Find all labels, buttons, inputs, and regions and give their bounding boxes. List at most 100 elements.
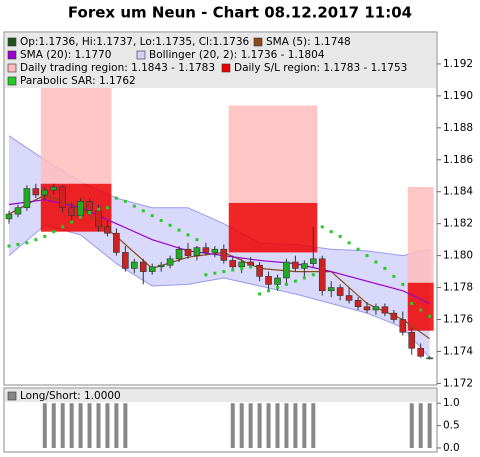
- sar-dot: [428, 314, 432, 318]
- sar-dot: [410, 302, 414, 306]
- long-short-bar: [105, 403, 110, 448]
- sar-dot: [52, 230, 56, 234]
- legend-label: Long/Short: 1.0000: [20, 390, 121, 402]
- long-short-bar: [96, 403, 101, 448]
- candle-body: [211, 248, 219, 253]
- sar-dot: [132, 204, 136, 208]
- candle-body: [283, 261, 290, 279]
- sar-dot: [338, 234, 342, 238]
- candle-body: [148, 266, 156, 272]
- long-short-bar: [311, 403, 316, 448]
- long-short-bar: [248, 403, 253, 448]
- candle-body: [381, 306, 389, 314]
- sar-dot: [258, 292, 262, 296]
- long-short-bar: [87, 403, 92, 448]
- candle-body: [175, 248, 183, 260]
- sar-dot: [365, 254, 369, 258]
- sar-dot: [88, 210, 92, 214]
- long-short-bar: [78, 403, 83, 448]
- sar-dot: [7, 244, 11, 248]
- candle-body: [336, 287, 344, 296]
- sar-dot: [123, 199, 127, 203]
- sar-dot: [177, 228, 181, 232]
- candle-body: [131, 261, 138, 269]
- long-short-bar: [257, 403, 262, 448]
- candle-body: [104, 226, 111, 234]
- legend-swatch: [7, 50, 17, 60]
- candle-body: [238, 261, 245, 268]
- sar-dot: [249, 265, 253, 269]
- legend-swatch: [7, 76, 17, 86]
- region: [407, 282, 434, 331]
- candle-body: [5, 213, 13, 220]
- candle-body: [113, 232, 120, 253]
- long-short-bar: [284, 403, 289, 448]
- long-short-bar: [418, 403, 423, 448]
- bollinger-band: [9, 135, 430, 358]
- legend-swatch: [136, 50, 146, 60]
- candle-body: [59, 186, 67, 209]
- sar-dot: [401, 282, 405, 286]
- sar-dot: [213, 271, 217, 275]
- legend-swatch: [7, 63, 17, 73]
- long-short-bar: [123, 403, 128, 448]
- legend-label: Bollinger (20, 2): 1.1736 - 1.1804: [149, 49, 325, 61]
- sar-dot: [320, 225, 324, 229]
- legend-label: Op:1.1736, Hi:1.1737, Lo:1.1735, Cl:1.17…: [20, 36, 250, 48]
- candle-body: [68, 207, 75, 216]
- legend-swatch: [7, 391, 17, 401]
- sub-legend-box: [5, 389, 436, 402]
- sar-dot: [347, 241, 351, 245]
- legend-label: SMA (20): 1.1770: [20, 49, 111, 61]
- y-tick-label: 1.192: [443, 58, 473, 70]
- sar-dot: [34, 238, 38, 242]
- region: [228, 105, 318, 203]
- candle-body: [247, 261, 254, 266]
- sar-dot: [374, 260, 378, 264]
- long-short-bar: [42, 403, 47, 448]
- candle-body: [229, 260, 237, 268]
- long-short-bar: [427, 403, 432, 448]
- sar-dot: [150, 214, 154, 218]
- sar-dot: [43, 234, 47, 238]
- sar-dot: [168, 223, 172, 227]
- candle-body: [41, 189, 49, 196]
- legend-swatch: [221, 63, 231, 73]
- y-tick-label: 1.182: [443, 218, 473, 230]
- y-tick-label: 1.180: [443, 250, 473, 262]
- candle-body: [354, 300, 362, 308]
- y-tick-label: 1.190: [443, 90, 473, 102]
- region: [228, 202, 318, 253]
- candle-body: [327, 287, 335, 292]
- candle-body: [426, 357, 433, 360]
- sar-dot: [141, 209, 145, 213]
- candle-body: [372, 306, 380, 311]
- sar-dot: [105, 206, 109, 210]
- candle-body: [77, 201, 84, 216]
- region: [407, 186, 434, 283]
- candle-body: [193, 247, 201, 256]
- sar-dot: [356, 247, 360, 251]
- candle-body: [23, 188, 31, 209]
- sar-dot: [114, 196, 118, 200]
- y-tick-label: 1.174: [443, 345, 473, 357]
- y-tick-label: 1.176: [443, 314, 473, 326]
- candle-body: [390, 312, 398, 320]
- y-tick-label: 1.172: [443, 377, 473, 389]
- legend-label: SMA (5): 1.1748: [266, 36, 351, 48]
- sub-y-tick-label: 0.0: [443, 442, 460, 454]
- candle-body: [220, 248, 228, 261]
- region: [40, 87, 112, 184]
- legend-box: [5, 33, 436, 88]
- sar-dot: [16, 242, 20, 246]
- sar-dot: [276, 286, 279, 290]
- long-short-bar: [60, 403, 65, 448]
- long-short-bar: [266, 403, 271, 448]
- sar-dot: [70, 220, 74, 224]
- sar-dot: [240, 266, 244, 270]
- candle-body: [166, 258, 174, 266]
- long-short-bar: [114, 403, 119, 448]
- sar-dot: [195, 238, 199, 242]
- sar-dot: [383, 266, 387, 270]
